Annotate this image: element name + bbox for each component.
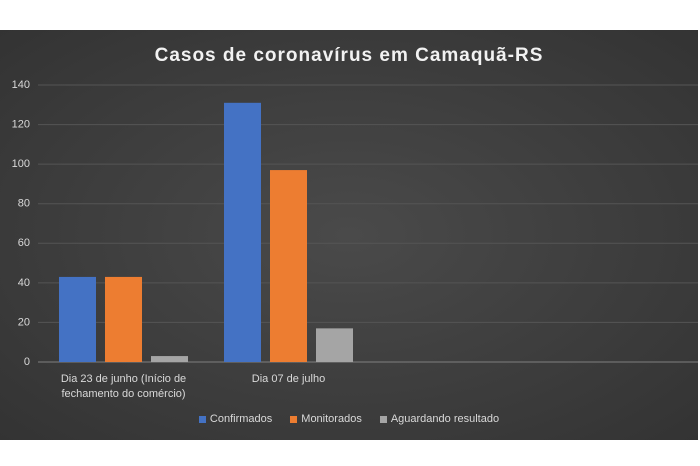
x-tick-label: Dia 23 de junho (Início de fechamento do…: [60, 373, 187, 400]
legend-item: Monitorados: [290, 413, 362, 425]
y-tick-label: 0: [24, 356, 30, 368]
legend-label: Confirmados: [209, 413, 273, 425]
bar: [59, 276, 96, 362]
y-tick-label: 120: [12, 118, 30, 130]
bar: [224, 102, 261, 363]
x-tick-label: Dia 07 de julho: [251, 373, 326, 385]
y-tick-label: 60: [18, 237, 30, 249]
y-tick-label: 100: [12, 158, 30, 170]
legend: Confirmados Monitorados Aguardando resulta…: [0, 413, 698, 425]
chart-panel: [0, 30, 698, 440]
bar: [270, 170, 307, 362]
chart-title: Casos de coronavírus em Camaquã-RS: [155, 45, 544, 66]
legend-swatch: [379, 415, 387, 423]
legend-label: Monitorados: [301, 413, 362, 425]
y-tick-label: 80: [18, 198, 30, 210]
bar: [105, 276, 142, 362]
legend-swatch: [198, 415, 206, 423]
y-tick-label: 140: [12, 79, 30, 91]
legend-item: Confirmados: [198, 413, 273, 425]
y-tick-label: 20: [18, 316, 30, 328]
y-tick-label: 40: [18, 277, 30, 289]
legend-label: Aguardando resultado: [390, 413, 500, 425]
legend-item: Aguardando resultado: [379, 413, 500, 425]
legend-swatch: [290, 415, 298, 423]
bar: [316, 328, 353, 362]
bar: [151, 356, 188, 362]
